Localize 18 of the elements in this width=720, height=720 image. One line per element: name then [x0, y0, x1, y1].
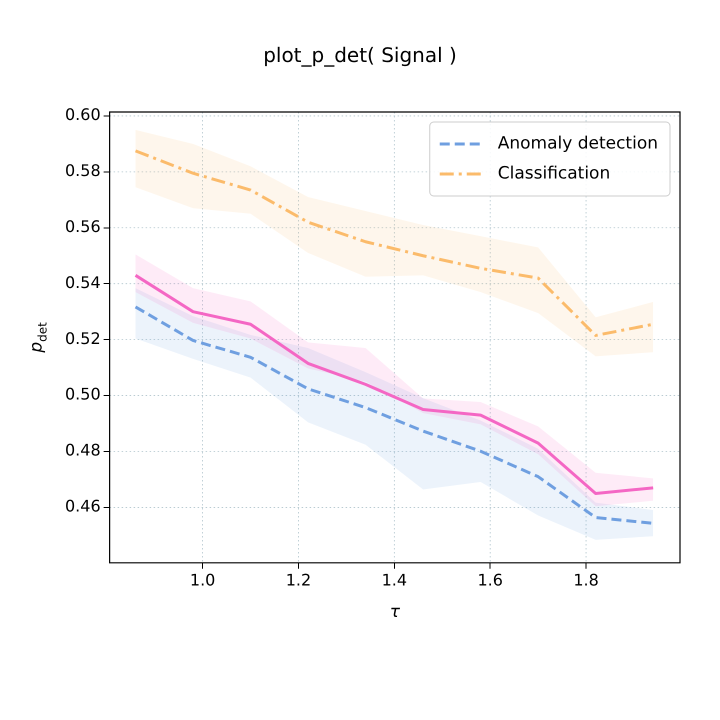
x-tick-label: 1.8 — [573, 570, 599, 590]
y-tick-label: 0.58 — [65, 161, 101, 180]
legend-label: Anomaly detection — [498, 133, 658, 154]
x-tick-label: 1.4 — [382, 570, 408, 590]
x-tick-label: 1.0 — [190, 570, 216, 590]
y-tick-label: 0.56 — [65, 216, 101, 236]
y-axis-title: pdet — [26, 322, 50, 354]
x-tick-label: 1.2 — [286, 570, 312, 590]
x-tick-label: 1.6 — [477, 570, 503, 590]
x-axis-title: τ — [390, 602, 401, 622]
chart-title: plot_p_det( Signal ) — [263, 43, 457, 67]
y-tick-label: 0.60 — [65, 105, 101, 124]
y-tick-label: 0.48 — [65, 440, 101, 460]
y-tick-label: 0.50 — [65, 384, 101, 404]
y-tick-label: 0.52 — [65, 328, 101, 348]
legend-label: Classification — [498, 163, 610, 184]
y-tick-label: 0.54 — [65, 272, 101, 292]
y-tick-label: 0.46 — [65, 496, 101, 516]
